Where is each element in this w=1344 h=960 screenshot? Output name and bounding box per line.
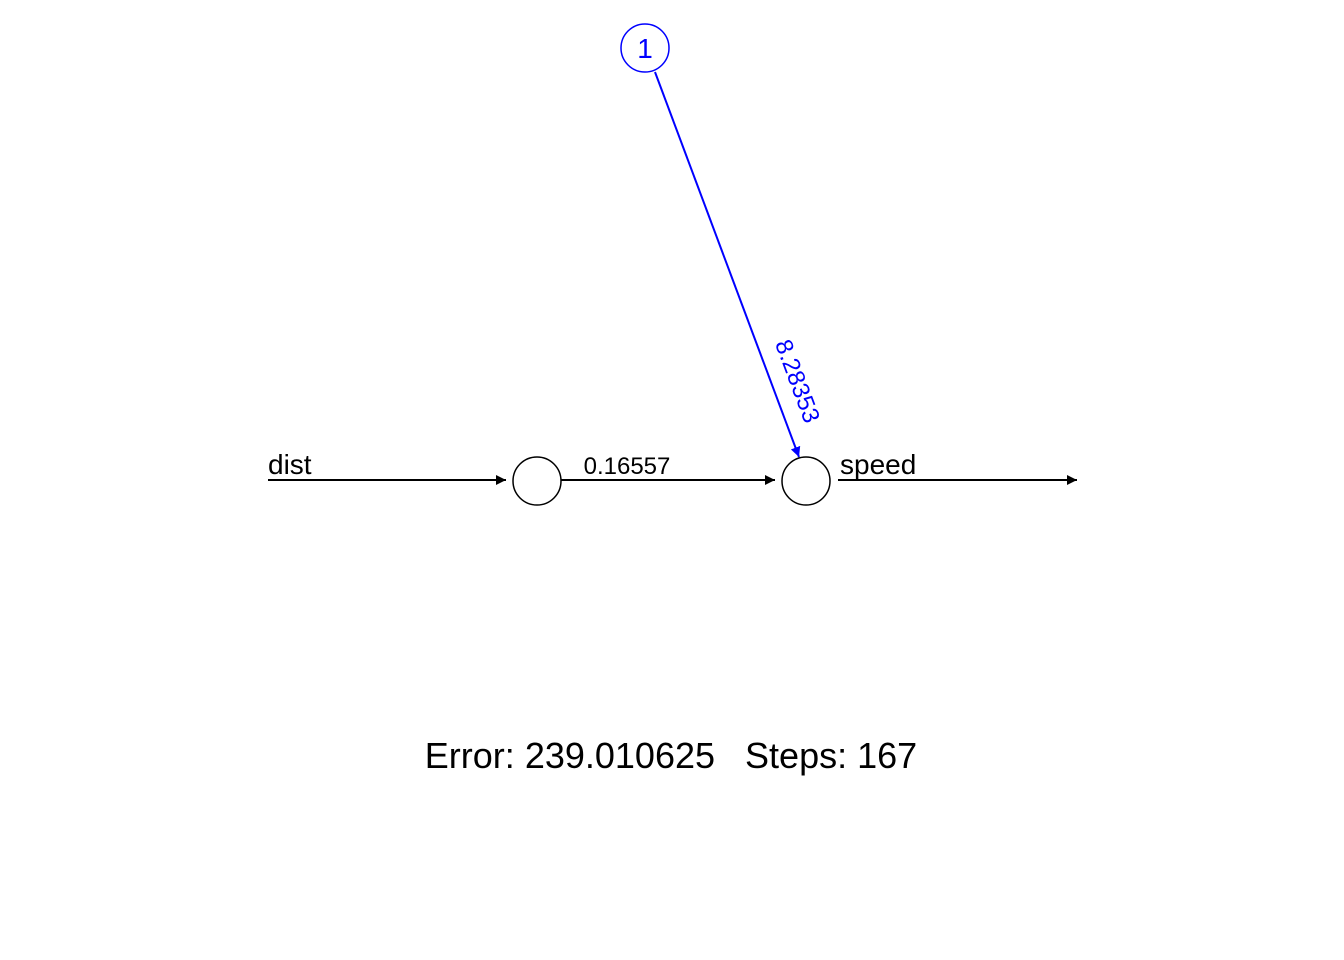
error-label: Error: (425, 735, 515, 776)
input-node (512, 456, 562, 506)
steps-label: Steps: (745, 735, 847, 776)
error-value: 239.010625 (525, 735, 715, 776)
bias-node-label: 1 (637, 33, 653, 64)
bias-node (620, 23, 670, 73)
input-to-output-weight-label: 0.16557 (584, 453, 671, 480)
output-label: speed (840, 449, 916, 480)
input-label: dist (268, 449, 312, 480)
bias-to-output-edge (654, 71, 801, 458)
output-node (781, 456, 831, 506)
bias-weight-label: 8.28353 (769, 336, 825, 427)
training-summary: Error: 239.010625 Steps: 167 (425, 735, 917, 776)
steps-value: 167 (857, 735, 917, 776)
